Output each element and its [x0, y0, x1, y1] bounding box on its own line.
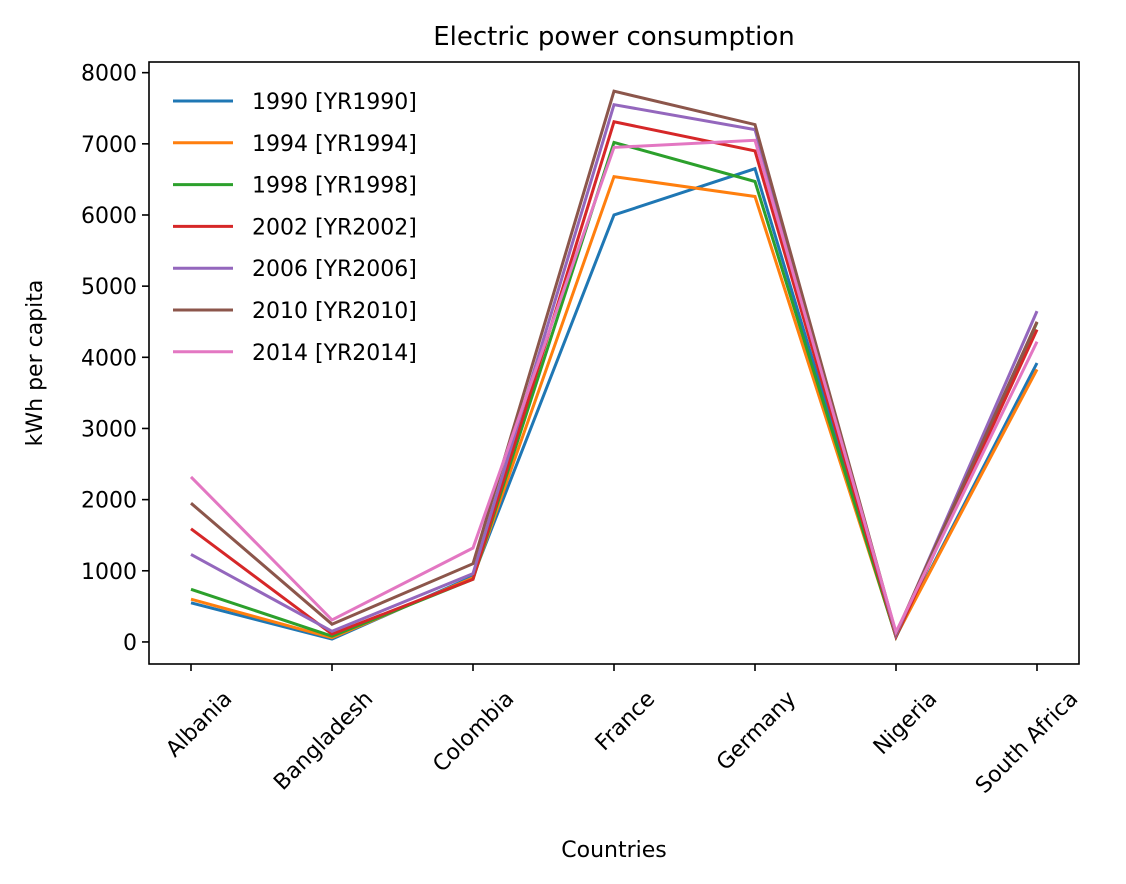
y-tick-label: 5000 — [81, 275, 137, 300]
y-tick-label: 4000 — [81, 346, 137, 371]
y-tick-label: 0 — [123, 631, 137, 656]
legend: 1990 [YR1990] 1994 [YR1994] 1998 [YR1998] 2… — [173, 90, 417, 366]
legend-label: 2010 [YR2010] — [252, 299, 417, 324]
y-tick-label: 6000 — [81, 204, 137, 229]
y-tick-label: 1000 — [81, 560, 137, 585]
x-axis: Albania Bangladesh Colombia France Germany Ni… — [161, 664, 1083, 799]
legend-label: 1990 [YR1990] — [252, 90, 417, 115]
legend-label: 1994 [YR1994] — [252, 132, 417, 157]
x-tick-label: France — [591, 687, 660, 756]
legend-label: 2014 [YR2014] — [252, 341, 417, 366]
x-tick-label: Germany — [712, 687, 801, 776]
plot-lines — [189, 89, 1039, 642]
y-tick-label: 2000 — [81, 489, 137, 514]
x-tick-label: Colombia — [428, 687, 519, 778]
legend-label: 1998 [YR1998] — [252, 174, 417, 199]
y-tick-label: 8000 — [81, 62, 137, 87]
x-tick-label: Albania — [161, 687, 237, 763]
series-line — [190, 120, 1039, 641]
legend-label: 2002 [YR2002] — [252, 215, 417, 240]
plot-frame — [148, 61, 1080, 665]
x-tick-label: South Africa — [971, 687, 1083, 799]
series-line — [189, 138, 1039, 637]
y-axis: 0 1000 2000 3000 4000 5000 6000 7000 8000 — [81, 62, 149, 656]
y-tick-label: 7000 — [81, 133, 137, 158]
x-tick-label: Bangladesh — [269, 687, 378, 796]
legend-label: 2006 [YR2006] — [252, 257, 417, 282]
x-axis-title: Countries — [561, 838, 667, 863]
x-tick-label: Nigeria — [869, 687, 942, 760]
series-line — [190, 174, 1039, 641]
chart-title: Electric power consumption — [433, 22, 795, 52]
y-tick-label: 3000 — [81, 417, 137, 442]
y-axis-title: kWh per capita — [23, 280, 48, 447]
